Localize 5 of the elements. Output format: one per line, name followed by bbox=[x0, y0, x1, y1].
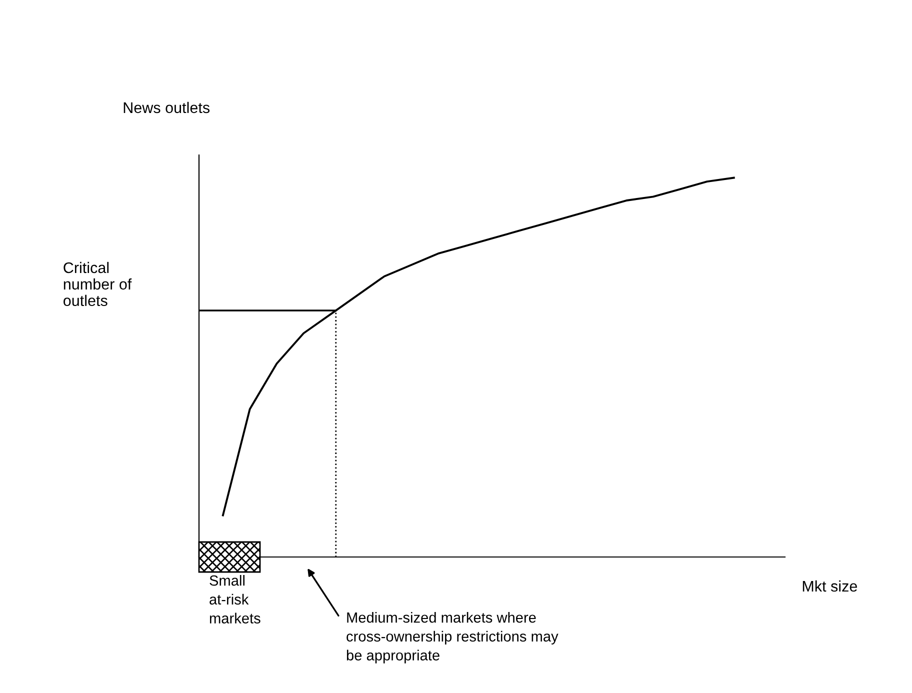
y-axis-title: News outlets bbox=[124, 102, 210, 114]
text: Medium-sized markets where cross-ownership restrictions may be appropriate bbox=[346, 612, 558, 664]
ref-line-label: Critical number of outlets bbox=[64, 262, 132, 306]
text: Small at-risk markets bbox=[210, 575, 260, 624]
x-axis-title: Mkt size bbox=[802, 580, 858, 592]
